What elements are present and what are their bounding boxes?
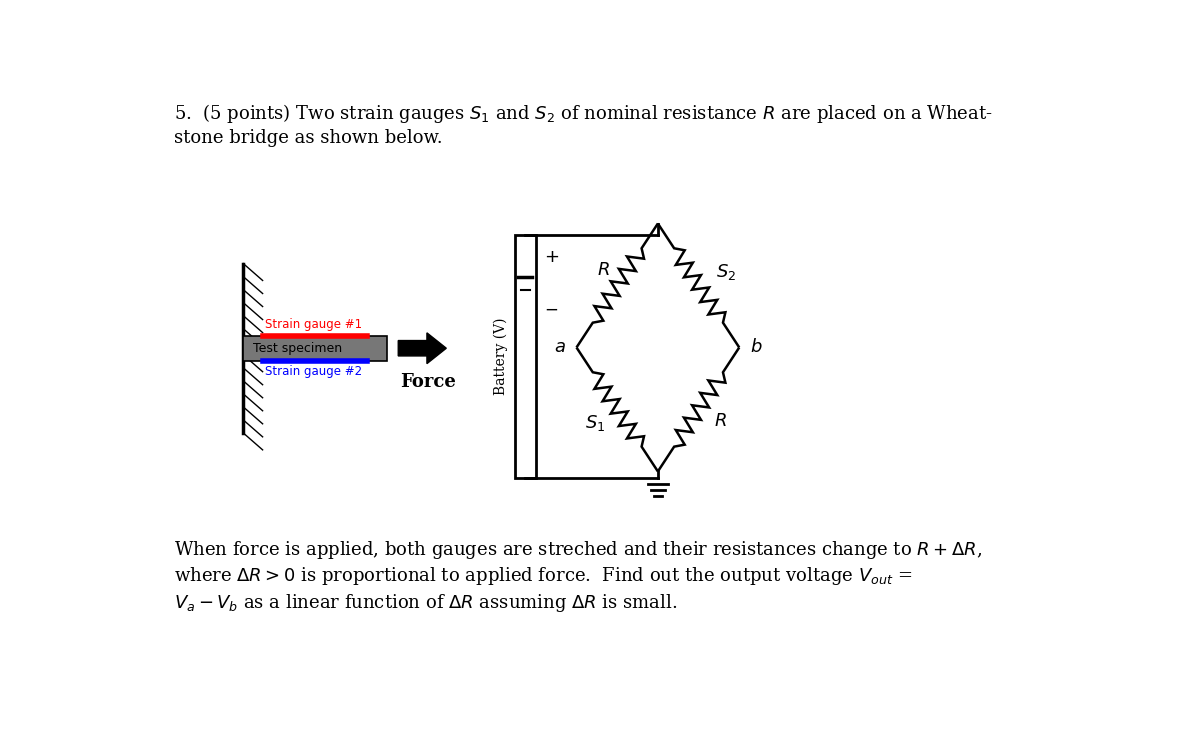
Text: $b$: $b$ <box>750 339 762 357</box>
Bar <box>243 336 387 360</box>
Text: stone bridge as shown below.: stone bridge as shown below. <box>173 129 442 147</box>
Text: $R$: $R$ <box>597 261 609 279</box>
Text: Force: Force <box>400 373 456 391</box>
Text: $-$: $-$ <box>545 300 558 318</box>
Polygon shape <box>398 333 446 363</box>
Text: Test specimen: Test specimen <box>252 342 341 355</box>
Text: When force is applied, both gauges are streched and their resistances change to : When force is applied, both gauges are s… <box>173 539 982 561</box>
Text: $S_1$: $S_1$ <box>585 413 606 433</box>
Text: $R$: $R$ <box>714 412 727 430</box>
Text: where $\Delta R > 0$ is proportional to applied force.  Find out the output volt: where $\Delta R > 0$ is proportional to … <box>173 565 912 587</box>
Text: Strain gauge #2: Strain gauge #2 <box>264 366 362 378</box>
Text: $a$: $a$ <box>554 339 565 357</box>
Text: $S_2$: $S_2$ <box>715 262 736 282</box>
Text: $V_a - V_b$ as a linear function of $\Delta R$ assuming $\Delta R$ is small.: $V_a - V_b$ as a linear function of $\De… <box>173 592 677 613</box>
Text: Strain gauge #1: Strain gauge #1 <box>264 318 362 330</box>
Text: +: + <box>545 248 559 266</box>
Text: 5.  (5 points) Two strain gauges $S_1$ and $S_2$ of nominal resistance $R$ are p: 5. (5 points) Two strain gauges $S_1$ an… <box>173 102 992 125</box>
Bar <box>514 235 536 477</box>
Text: Battery (V): Battery (V) <box>493 318 507 395</box>
